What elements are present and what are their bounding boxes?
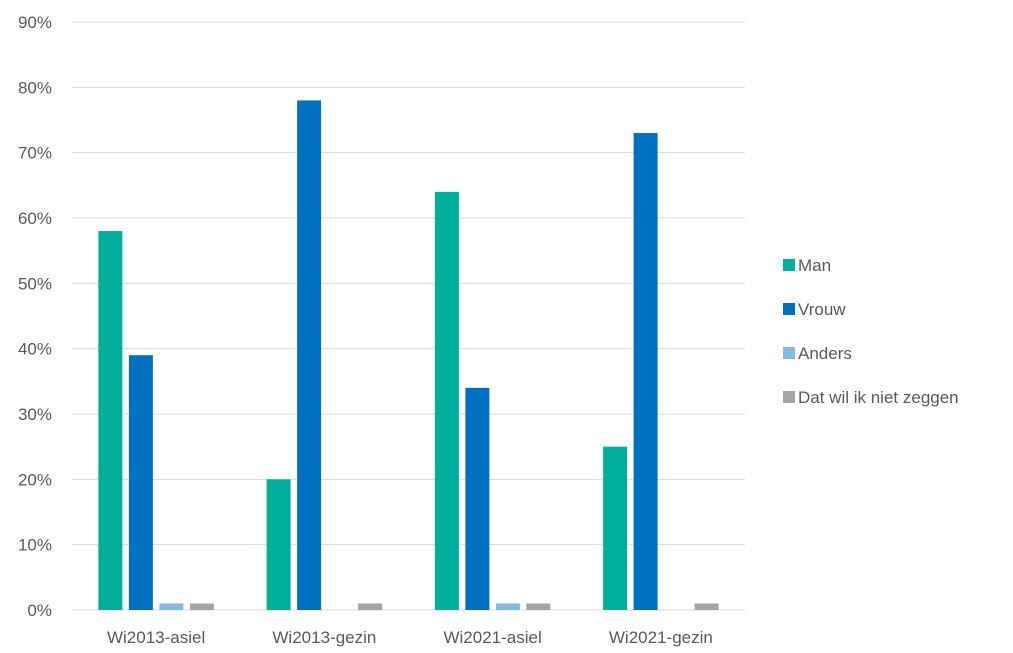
x-tick-label: Wi2021-gezin bbox=[609, 628, 713, 647]
bars bbox=[98, 100, 719, 611]
y-tick-label: 30% bbox=[18, 405, 52, 424]
y-tick-label: 10% bbox=[18, 536, 52, 555]
bar-vrouw-wi2021-gezin bbox=[633, 133, 658, 611]
legend-swatch bbox=[783, 347, 795, 359]
legend-label: Vrouw bbox=[798, 300, 846, 319]
legend-swatch bbox=[783, 391, 795, 403]
bar-dat-wil-ik-niet-zeggen-wi2021-asiel bbox=[526, 603, 551, 610]
y-tick-label: 50% bbox=[18, 274, 52, 293]
legend-label: Man bbox=[798, 256, 831, 275]
x-tick-label: Wi2013-gezin bbox=[272, 628, 376, 647]
bar-vrouw-wi2021-asiel bbox=[465, 387, 490, 610]
legend-swatch bbox=[783, 303, 795, 315]
bar-vrouw-wi2013-asiel bbox=[128, 355, 153, 610]
x-tick-label: Wi2021-asiel bbox=[443, 628, 541, 647]
bar-man-wi2013-asiel bbox=[98, 231, 123, 611]
y-tick-label: 80% bbox=[18, 78, 52, 97]
legend: Man Vrouw Anders Dat wil ik niet zeggen bbox=[783, 256, 959, 407]
y-tick-label: 0% bbox=[27, 601, 52, 620]
bar-dat-wil-ik-niet-zeggen-wi2013-gezin bbox=[358, 603, 383, 610]
y-tick-label: 60% bbox=[18, 209, 52, 228]
y-axis-tick-labels: 0% 10% 20% 30% 40% 50% 60% 70% 80% 90% bbox=[18, 13, 52, 620]
x-axis-tick-labels: Wi2013-asiel Wi2013-gezin Wi2021-asiel Wi20… bbox=[107, 628, 713, 647]
bar-anders-wi2021-asiel bbox=[495, 603, 520, 610]
bar-man-wi2021-gezin bbox=[603, 446, 628, 610]
legend-label: Anders bbox=[798, 344, 852, 363]
bar-dat-wil-ik-niet-zeggen-wi2013-asiel bbox=[189, 603, 214, 610]
bar-man-wi2021-asiel bbox=[434, 191, 459, 610]
bar-dat-wil-ik-niet-zeggen-wi2021-gezin bbox=[694, 603, 719, 610]
bar-anders-wi2013-asiel bbox=[159, 603, 184, 610]
bar-vrouw-wi2013-gezin bbox=[297, 100, 322, 611]
y-tick-label: 20% bbox=[18, 470, 52, 489]
y-tick-label: 70% bbox=[18, 144, 52, 163]
y-tick-label: 40% bbox=[18, 340, 52, 359]
bar-man-wi2013-gezin bbox=[266, 479, 291, 610]
legend-swatch bbox=[783, 259, 795, 271]
y-tick-label: 90% bbox=[18, 13, 52, 32]
gridlines bbox=[72, 21, 745, 611]
legend-label: Dat wil ik niet zeggen bbox=[798, 388, 959, 407]
x-tick-label: Wi2013-asiel bbox=[107, 628, 205, 647]
